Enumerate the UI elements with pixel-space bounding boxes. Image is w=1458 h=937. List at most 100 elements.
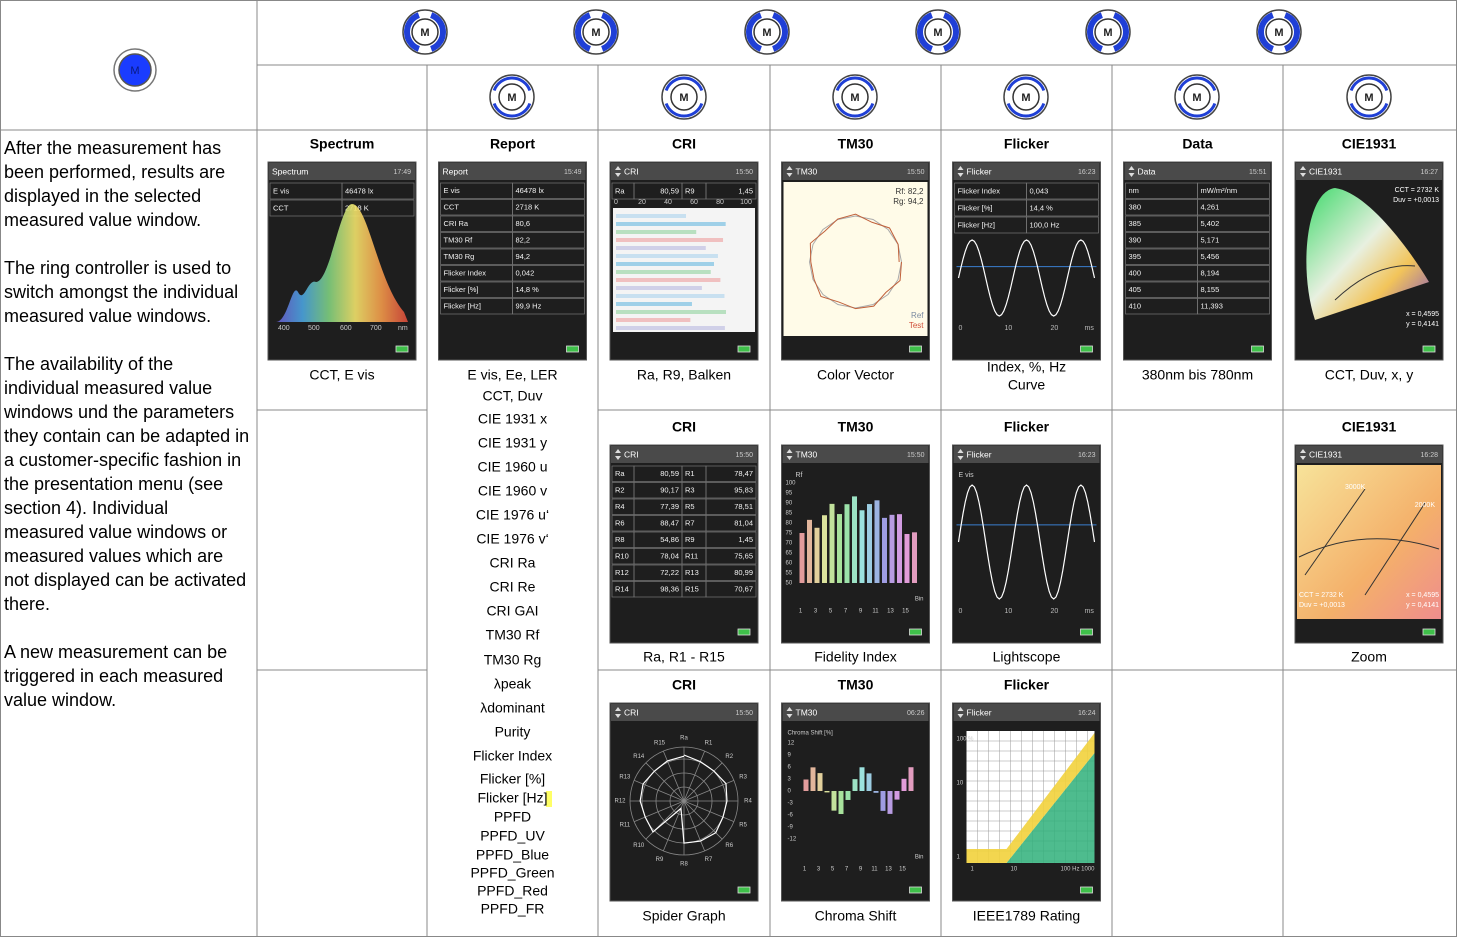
cell-caption: Chroma Shift [815,908,897,924]
table-text: 78,47 [734,469,753,478]
device-screen: TM3015:50Rf10095908580757065605550135791… [782,445,930,643]
table-text: R11 [685,552,698,561]
decor-bar [881,791,886,811]
decor-bar [867,504,872,583]
device-screen: Flicker16:23Flicker Index0,043Flicker [%… [953,162,1101,360]
battery [738,887,750,893]
screen-time: 17:49 [393,169,411,176]
ring-icon: M [1086,10,1130,54]
screen-text: 100 % [957,737,975,743]
table-text: 14,8 % [516,285,540,294]
table-text: CCT [273,203,289,212]
screen-time: 16:28 [1420,452,1438,459]
ring-icon: M [745,10,789,54]
icon-label: M [1274,27,1283,39]
table-text: 81,04 [734,519,753,528]
screen-text: 80 [716,199,724,206]
decor-bar [890,515,895,583]
decor-bar [616,310,726,314]
table-text: 80,6 [516,219,531,228]
ring-icon: M [114,49,156,91]
cell-caption: CIE 1976 v‘ [476,531,548,547]
cell-caption: Purity [495,724,531,740]
table-text: R12 [615,568,629,577]
cell-caption: λpeak [494,676,532,692]
decor-bar [846,791,851,800]
screen-header-text: Flicker [967,166,992,176]
screen-time: 15:50 [735,169,753,176]
cell-caption: CRI GAI [486,603,538,619]
table-text: 380 [1129,203,1142,212]
screen-text: R11 [620,823,631,829]
ring-icon: M [490,75,534,119]
battery [1252,346,1264,352]
screen-text: 0 [614,199,618,206]
table-text: 1,45 [738,186,753,195]
table-text: 390 [1129,236,1142,245]
screen-text: -6 [788,813,794,819]
decor-bar [616,238,723,242]
battery [1081,887,1093,893]
decor-bar [825,791,830,792]
cell-title: CRI [672,136,696,152]
screen-text: CCT = 2732 K [1299,592,1344,599]
table-text: 99,9 Hz [516,302,542,311]
screen-text: R12 [614,799,626,805]
cell-caption: 380nm bis 780nm [1142,367,1253,383]
battery [567,346,579,352]
screen-text: 11 [871,867,878,873]
screen-text: 10 [1005,325,1013,332]
screen-header-text: CRI [624,707,639,717]
decor-bar [909,767,914,791]
screen-header-text: Spectrum [272,166,308,176]
table-text: 0,043 [1030,186,1049,195]
screen-text: R3 [739,774,747,780]
device-screen: CRI15:50Ra80,59R91,45020406080100 [610,162,758,360]
table-text: Ra [615,469,625,478]
table-text: 8,194 [1201,269,1220,278]
screen-text: 50 [786,581,793,587]
screen-text: 13 [887,609,894,615]
screen-text: 55 [786,571,793,577]
decor-bar [804,779,809,791]
cell-caption: PPFD_Green [470,865,554,881]
decor-bar [616,294,724,298]
cell-caption: CIE 1976 u‘ [476,507,549,523]
device-screen: TM3006:26Chroma Shift [%]129630-3-6-9-12… [782,703,930,901]
decor-bar [860,510,865,583]
table-text: 5,171 [1201,236,1220,245]
battery [910,887,922,893]
screen-text: Duv = +0,0013 [1393,197,1439,204]
icon-label: M [850,92,859,104]
screen-time: 15:51 [1249,169,1267,176]
screen-text: Test [909,321,924,330]
cell-caption: CRI Ra [490,555,536,571]
device-screen: CIE193116:27CCT = 2732 KDuv = +0,0013x =… [1295,162,1443,360]
screen-header-text: CIE1931 [1309,166,1342,176]
screen-header-text: CIE1931 [1309,449,1342,459]
table-text: R5 [685,502,695,511]
screen-text: Duv = +0,0013 [1299,602,1345,609]
table-text: nm [1129,186,1139,195]
cell-caption: TM30 Rg [484,652,542,668]
screen-time: 15:49 [564,169,582,176]
decor-bar [882,518,887,583]
cell-caption: IEEE1789 Rating [973,908,1080,924]
cell-caption: TM30 Rf [486,627,540,643]
decor-bar [616,230,696,234]
cell-title: Spectrum [310,136,375,152]
decor-bar [616,222,726,226]
screen-text: 12 [788,741,795,747]
screen-body [953,445,1101,643]
screen-text: 0 [959,325,963,332]
table-text: R7 [685,519,695,528]
decor-bar [616,214,686,218]
screen-time: 15:50 [907,452,925,459]
screen-text: 40 [664,199,672,206]
screen-text: y = 0,4141 [1406,602,1439,609]
icon-label: M [420,27,429,39]
table-text: R6 [615,519,625,528]
table-text: Flicker Index [444,269,487,278]
screen-text: 500 [308,325,320,332]
